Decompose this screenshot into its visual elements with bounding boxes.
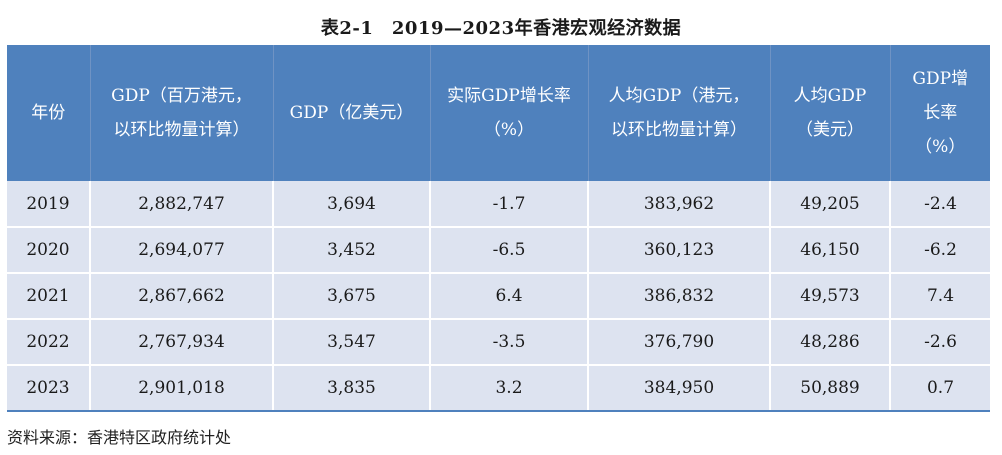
- cell-gdp-usd: 3,452: [272, 226, 430, 273]
- cell-gdp-growth: 0.7: [889, 364, 990, 412]
- cell-real-gdp-growth: 6.4: [429, 272, 588, 319]
- cell-year: 2020: [7, 226, 90, 273]
- cell-gdp-usd: 3,694: [272, 181, 430, 227]
- cell-gdp-hkd: 2,901,018: [89, 364, 273, 412]
- header-gdp-growth: GDP增长率（%）: [889, 45, 990, 181]
- table-row: 2020 2,694,077 3,452 -6.5 360,123 46,150…: [7, 226, 990, 273]
- table-title: 表2-1 2019—2023年香港宏观经济数据: [320, 18, 682, 39]
- cell-real-gdp-growth: -6.5: [429, 226, 588, 273]
- cell-gdp-growth: 7.4: [889, 272, 990, 319]
- cell-gdp-usd: 3,547: [272, 318, 430, 365]
- cell-gdp-per-capita-hkd: 376,790: [587, 318, 770, 365]
- table-row: 2021 2,867,662 3,675 6.4 386,832 49,573 …: [7, 272, 990, 319]
- cell-gdp-growth: -6.2: [889, 226, 990, 273]
- cell-gdp-per-capita-hkd: 386,832: [587, 272, 770, 319]
- cell-gdp-per-capita-usd: 46,150: [769, 226, 890, 273]
- header-gdp-hkd: GDP（百万港元，以环比物量计算）: [89, 45, 274, 181]
- table-row: 2022 2,767,934 3,547 -3.5 376,790 48,286…: [7, 318, 990, 365]
- table-row: 2023 2,901,018 3,835 3.2 384,950 50,889 …: [7, 364, 990, 412]
- cell-gdp-growth: -2.6: [889, 318, 990, 365]
- cell-year: 2022: [7, 318, 90, 365]
- cell-gdp-growth: -2.4: [889, 181, 990, 227]
- cell-gdp-hkd: 2,767,934: [89, 318, 273, 365]
- cell-gdp-per-capita-usd: 50,889: [769, 364, 890, 412]
- cell-gdp-per-capita-hkd: 360,123: [587, 226, 770, 273]
- cell-real-gdp-growth: -3.5: [429, 318, 588, 365]
- cell-gdp-usd: 3,675: [272, 272, 430, 319]
- header-gdp-per-capita-hkd: 人均GDP（港元，以环比物量计算）: [587, 45, 771, 181]
- cell-gdp-hkd: 2,882,747: [89, 181, 273, 227]
- cell-gdp-per-capita-hkd: 384,950: [587, 364, 770, 412]
- cell-gdp-per-capita-usd: 48,286: [769, 318, 890, 365]
- cell-gdp-usd: 3,835: [272, 364, 430, 412]
- cell-year: 2023: [7, 364, 90, 412]
- cell-year: 2021: [7, 272, 90, 319]
- cell-gdp-per-capita-usd: 49,205: [769, 181, 890, 227]
- source-note: 资料来源：香港特区政府统计处: [7, 428, 232, 447]
- table-row: 2019 2,882,747 3,694 -1.7 383,962 49,205…: [7, 181, 990, 227]
- cell-real-gdp-growth: 3.2: [429, 364, 588, 412]
- cell-year: 2019: [7, 181, 90, 227]
- header-real-gdp-growth: 实际GDP增长率（%）: [429, 45, 589, 181]
- table-header-row: 年份 GDP（百万港元，以环比物量计算） GDP（亿美元） 实际GDP增长率（%…: [7, 45, 990, 181]
- cell-gdp-hkd: 2,694,077: [89, 226, 273, 273]
- gdp-data-table: 年份 GDP（百万港元，以环比物量计算） GDP（亿美元） 实际GDP增长率（%…: [7, 45, 990, 412]
- header-gdp-per-capita-usd: 人均GDP（美元）: [769, 45, 891, 181]
- cell-gdp-per-capita-usd: 49,573: [769, 272, 890, 319]
- header-year: 年份: [7, 45, 91, 181]
- cell-gdp-hkd: 2,867,662: [89, 272, 273, 319]
- cell-gdp-per-capita-hkd: 383,962: [587, 181, 770, 227]
- cell-real-gdp-growth: -1.7: [429, 181, 588, 227]
- header-gdp-usd: GDP（亿美元）: [272, 45, 431, 181]
